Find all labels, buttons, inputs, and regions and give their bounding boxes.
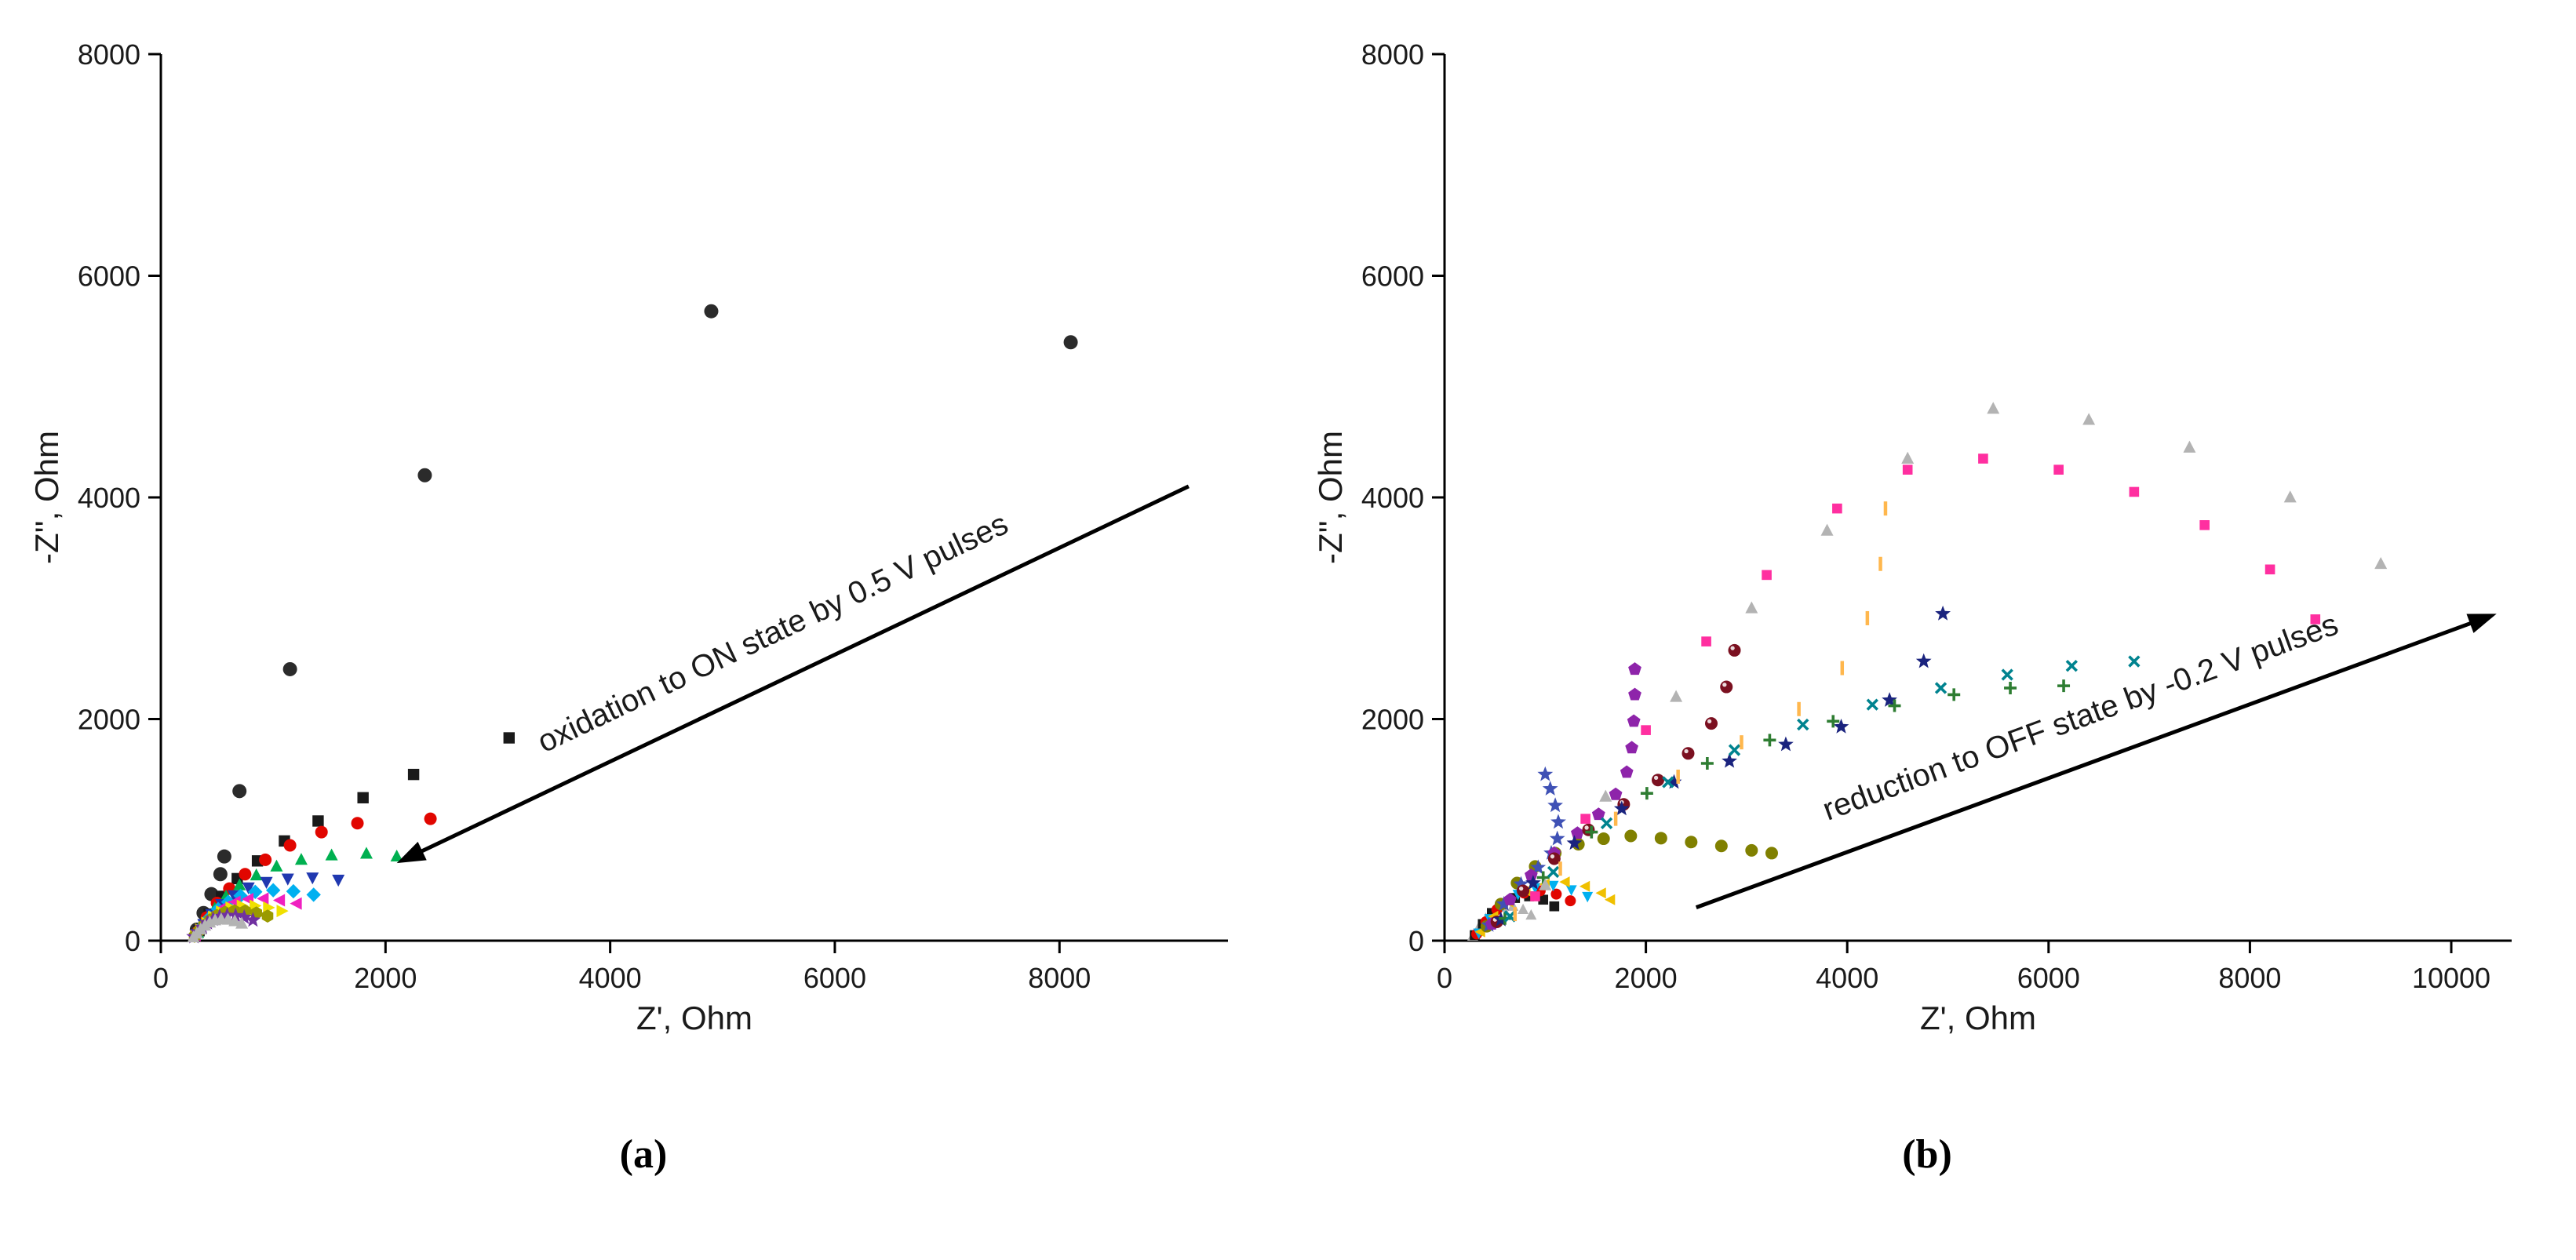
svg-text:4000: 4000 xyxy=(1361,482,1424,514)
svg-text:4000: 4000 xyxy=(579,962,642,994)
panel-a-caption: (a) xyxy=(619,1132,668,1177)
svg-text:-Z'', Ohm: -Z'', Ohm xyxy=(1312,431,1349,564)
svg-text:2000: 2000 xyxy=(1615,962,1678,994)
svg-text:0: 0 xyxy=(1437,962,1452,994)
nyquist-plot-b: 0 2000 4000 6000 8000 10000 0 2000 4000 6000 8000 Z… xyxy=(1307,11,2547,1062)
svg-text:Z', Ohm: Z', Ohm xyxy=(636,1000,752,1036)
svg-text:2000: 2000 xyxy=(78,704,140,736)
panel-a: 0 2000 4000 6000 8000 0 2000 4000 6000 8000 Z', Oh… xyxy=(24,11,1263,1178)
impedance-figure: 0 2000 4000 6000 8000 0 2000 4000 6000 8000 Z', Oh… xyxy=(24,11,2547,1178)
svg-text:4000: 4000 xyxy=(78,482,140,514)
panel-b: 0 2000 4000 6000 8000 10000 0 2000 4000 6000 8000 Z… xyxy=(1307,11,2547,1178)
svg-text:6000: 6000 xyxy=(2017,962,2080,994)
svg-text:8000: 8000 xyxy=(1361,38,1424,71)
svg-text:4000: 4000 xyxy=(1816,962,1878,994)
svg-text:2000: 2000 xyxy=(354,962,417,994)
svg-text:6000: 6000 xyxy=(803,962,866,994)
svg-text:oxidation to ON state by 0.5 V: oxidation to ON state by 0.5 V pulses xyxy=(532,506,1013,759)
svg-text:6000: 6000 xyxy=(78,260,140,293)
svg-text:-Z'', Ohm: -Z'', Ohm xyxy=(28,431,65,564)
svg-text:8000: 8000 xyxy=(2218,962,2281,994)
panel-b-caption: (b) xyxy=(1902,1132,1952,1177)
svg-text:2000: 2000 xyxy=(1361,704,1424,736)
svg-text:0: 0 xyxy=(1408,925,1424,957)
nyquist-plot-a: 0 2000 4000 6000 8000 0 2000 4000 6000 8000 Z', Oh… xyxy=(24,11,1263,1062)
svg-text:Z', Ohm: Z', Ohm xyxy=(1920,1000,2036,1036)
svg-text:8000: 8000 xyxy=(78,38,140,71)
svg-text:10000: 10000 xyxy=(2412,962,2490,994)
svg-text:0: 0 xyxy=(153,962,169,994)
svg-text:8000: 8000 xyxy=(1028,962,1091,994)
svg-text:6000: 6000 xyxy=(1361,260,1424,293)
svg-text:0: 0 xyxy=(125,925,140,957)
svg-text:reduction to OFF state by -0.2: reduction to OFF state by -0.2 V pulses xyxy=(1818,607,2342,828)
